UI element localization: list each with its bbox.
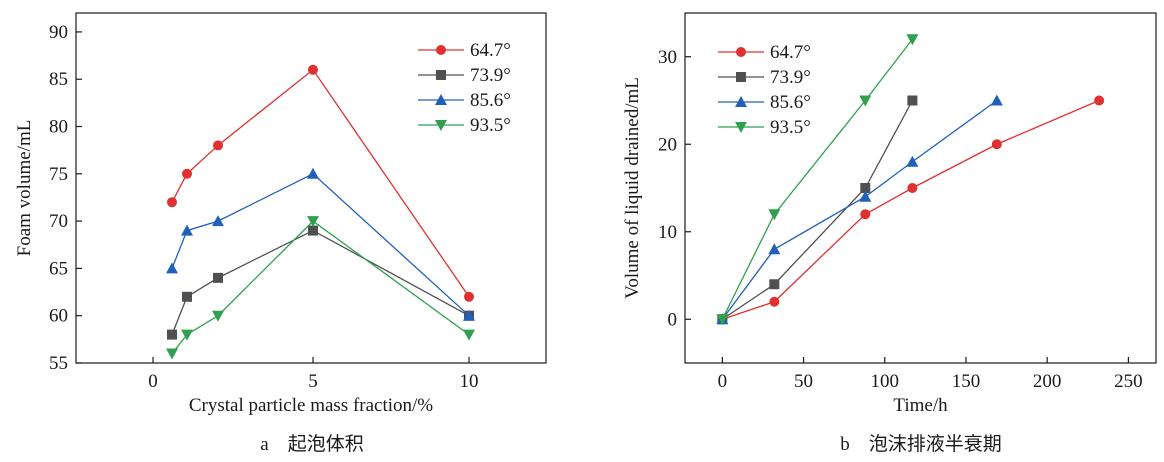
data-point	[768, 243, 781, 255]
data-point	[716, 314, 729, 326]
data-point	[463, 329, 475, 341]
data-point	[907, 183, 918, 193]
legend-marker	[736, 47, 746, 57]
legend-marker	[735, 96, 747, 107]
y-tick-label: 0	[668, 309, 678, 330]
y-tick-label: 20	[658, 134, 677, 155]
y-tick-label: 80	[49, 117, 68, 138]
data-point	[166, 348, 178, 360]
data-point	[991, 139, 1002, 150]
x-tick-label: 0	[148, 371, 158, 392]
legend-label: 85.6°	[470, 90, 511, 111]
data-point	[768, 209, 781, 221]
data-point	[860, 209, 871, 220]
y-tick-label: 85	[49, 69, 68, 90]
data-point	[213, 272, 223, 283]
legend-label: 85.6°	[770, 92, 811, 113]
data-point	[769, 296, 780, 307]
y-tick-label: 65	[49, 258, 68, 279]
y-tick-label: 70	[49, 211, 68, 232]
legend-label: 93.5°	[470, 115, 511, 136]
legend-marker	[435, 94, 447, 105]
legend-label: 93.5°	[770, 117, 811, 138]
x-tick-label: 50	[794, 371, 813, 392]
data-point	[308, 64, 318, 75]
series-line-3	[721, 38, 913, 320]
data-point	[167, 329, 177, 340]
x-tick-label: 0	[718, 371, 728, 392]
chart-b-liquid-drained: 0 10 20 30 0 50 100 150 200 250 Time/h Volume of li…	[622, 12, 1157, 455]
data-point	[307, 216, 319, 228]
y-tick-label: 60	[49, 306, 68, 327]
y-tick-label: 75	[49, 164, 68, 185]
data-point	[166, 262, 178, 274]
y-axis-title: Volume of liquid drained/mL	[622, 77, 643, 299]
legend-marker	[735, 122, 747, 133]
plot-frame	[684, 12, 1157, 364]
legend-marker	[435, 120, 447, 131]
series-line-3	[171, 220, 470, 354]
x-tick-label: 100	[871, 371, 900, 392]
series-line-0	[722, 99, 1100, 320]
data-point	[181, 224, 193, 236]
data-point	[859, 95, 872, 107]
chart-a-foam-volume: 55 60 65 70 75 80 85 90 0 5 10 Crystal particle mas…	[14, 12, 547, 455]
data-point	[463, 309, 475, 321]
y-tick-label: 10	[658, 222, 677, 243]
data-point	[859, 190, 872, 202]
legend-label: 73.9°	[770, 67, 811, 88]
chart-caption: b 泡沫排液半衰期	[840, 433, 1002, 455]
data-point	[307, 167, 319, 179]
x-tick-label: 250	[1114, 371, 1143, 392]
legend-label: 64.7°	[770, 42, 811, 63]
chart-caption: a 起泡体积	[260, 433, 363, 455]
legend-marker	[436, 45, 446, 55]
data-point	[860, 183, 871, 193]
x-axis-title: Crystal particle mass fraction/%	[189, 395, 433, 416]
data-point	[906, 155, 919, 167]
data-point	[212, 215, 224, 227]
x-tick-label: 200	[1033, 371, 1062, 392]
y-tick-label: 30	[658, 47, 677, 68]
series-line-1	[721, 100, 913, 320]
data-point	[1094, 95, 1105, 106]
data-point	[990, 94, 1003, 106]
data-point	[182, 291, 192, 302]
y-tick-label: 90	[49, 22, 68, 43]
y-axis-title: Foam volume/mL	[14, 120, 35, 257]
data-point	[213, 140, 223, 151]
x-tick-label: 10	[460, 371, 479, 392]
series-line-0	[171, 68, 470, 298]
data-point	[907, 95, 918, 106]
legend-label: 64.7°	[470, 40, 511, 61]
data-point	[308, 225, 318, 236]
data-point	[212, 310, 224, 322]
x-tick-label: 5	[308, 371, 318, 392]
series-line-2	[721, 99, 998, 320]
data-point	[181, 329, 193, 341]
legend-marker	[736, 72, 746, 82]
x-axis-title: Time/h	[893, 395, 948, 416]
legend-label: 73.9°	[470, 65, 511, 86]
y-tick-label: 55	[49, 353, 68, 374]
data-point	[906, 34, 919, 46]
legend-marker	[436, 70, 446, 80]
plot-frame	[75, 12, 547, 364]
data-point	[182, 168, 192, 179]
data-point	[769, 279, 780, 290]
data-point	[464, 291, 474, 302]
x-tick-label: 150	[952, 371, 981, 392]
series-line-2	[171, 173, 470, 317]
data-point	[167, 197, 177, 208]
